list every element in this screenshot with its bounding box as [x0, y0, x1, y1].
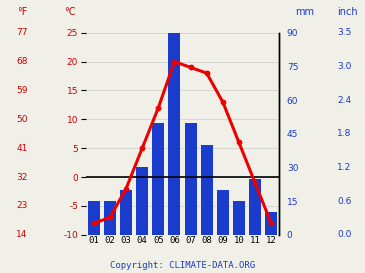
- Point: [172, 60, 177, 64]
- Text: 68: 68: [16, 57, 28, 66]
- Bar: [136, 167, 148, 235]
- Text: 14: 14: [16, 230, 28, 239]
- Bar: [265, 212, 277, 235]
- Point: [236, 140, 242, 145]
- Bar: [201, 145, 213, 235]
- Text: °F: °F: [18, 7, 28, 17]
- Text: 0.0: 0.0: [337, 230, 351, 239]
- Text: mm: mm: [295, 7, 314, 17]
- Point: [220, 100, 226, 104]
- Point: [123, 186, 129, 191]
- Bar: [120, 190, 132, 235]
- Text: 3.0: 3.0: [337, 62, 351, 71]
- Point: [155, 106, 161, 110]
- Text: 3.5: 3.5: [337, 28, 351, 37]
- Point: [252, 181, 258, 185]
- Text: 41: 41: [16, 144, 28, 153]
- Bar: [233, 201, 245, 235]
- Bar: [88, 201, 100, 235]
- Text: 1.8: 1.8: [337, 129, 351, 138]
- Bar: [217, 190, 229, 235]
- Text: Copyright: CLIMATE-DATA.ORG: Copyright: CLIMATE-DATA.ORG: [110, 261, 255, 270]
- Text: 59: 59: [16, 86, 28, 95]
- Text: 50: 50: [16, 115, 28, 124]
- Text: °C: °C: [65, 7, 76, 17]
- Text: 32: 32: [16, 173, 28, 182]
- Point: [268, 221, 274, 225]
- Text: 0.6: 0.6: [337, 197, 351, 206]
- Text: 1.2: 1.2: [337, 163, 351, 172]
- Text: inch: inch: [337, 7, 358, 17]
- Point: [188, 65, 193, 70]
- Text: 23: 23: [16, 201, 28, 210]
- Bar: [104, 201, 116, 235]
- Point: [107, 215, 113, 220]
- Point: [139, 146, 145, 150]
- Bar: [249, 179, 261, 235]
- Text: 77: 77: [16, 28, 28, 37]
- Point: [91, 221, 97, 225]
- Bar: [152, 123, 164, 235]
- Bar: [168, 33, 180, 235]
- Point: [204, 71, 210, 75]
- Bar: [185, 123, 197, 235]
- Text: 2.4: 2.4: [337, 96, 351, 105]
